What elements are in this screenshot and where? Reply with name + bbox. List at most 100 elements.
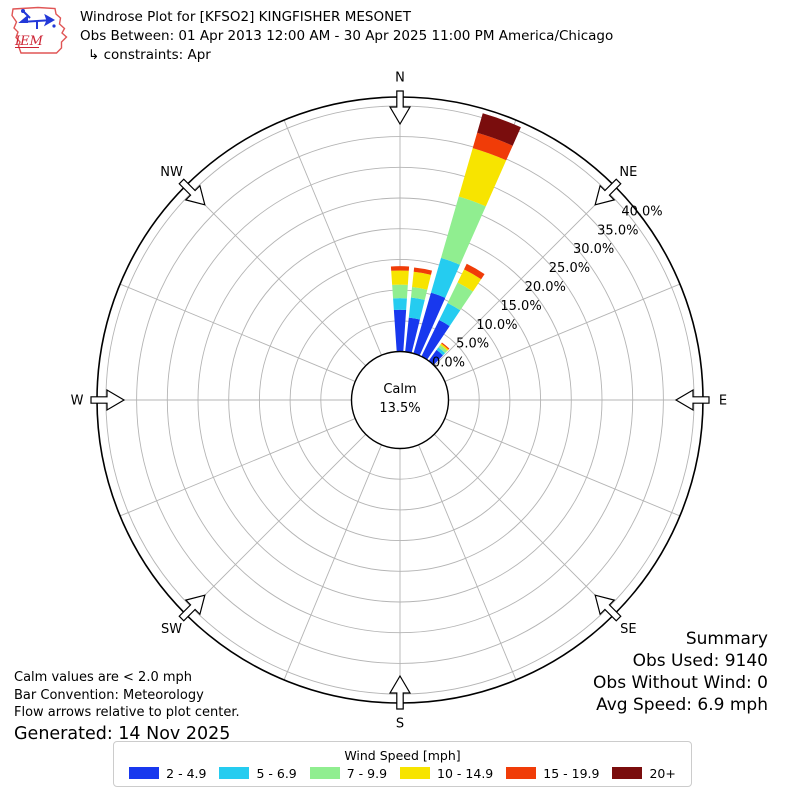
flow-arrow-nw xyxy=(178,178,206,206)
note-arrows: Flow arrows relative to plot center. xyxy=(14,705,240,720)
flow-arrow-e xyxy=(674,388,710,412)
legend-swatch xyxy=(506,767,537,779)
summary-obs-without-wind: Obs Without Wind: 0 xyxy=(593,673,768,693)
windrose-bar-segment xyxy=(441,342,450,350)
legend: Wind Speed [mph] 2 - 4.9 5 - 6.9 7 - 9.9 10… xyxy=(113,741,692,787)
radial-tick-label: 35.0% xyxy=(597,223,638,238)
windrose-bar-segment xyxy=(410,287,428,300)
summary-title: Summary xyxy=(685,629,768,649)
compass-label-s: S xyxy=(396,717,404,732)
calm-value: 13.5% xyxy=(379,401,420,416)
summary-obs-used: Obs Used: 9140 xyxy=(632,651,768,671)
compass-label-se: SE xyxy=(620,622,636,637)
note-calm: Calm values are < 2.0 mph xyxy=(14,670,193,685)
windrose-bar-segment xyxy=(477,113,521,146)
legend-item-label: 15 - 19.9 xyxy=(543,765,600,781)
grid-spoke xyxy=(119,283,356,382)
windrose-bar-segment xyxy=(457,269,482,292)
constraints: ↳ constraints: Apr xyxy=(88,47,211,63)
compass-label-sw: SW xyxy=(161,622,182,637)
generated-date: Generated: 14 Nov 2025 xyxy=(14,723,231,744)
windrose-bar-segment xyxy=(472,132,513,161)
windrose-bar-segment xyxy=(464,263,485,280)
compass-label-n: N xyxy=(395,71,405,86)
flow-arrow-n xyxy=(388,90,412,126)
calm-circle xyxy=(350,350,450,450)
windrose-bar-segment xyxy=(458,148,507,207)
windrose-bar-segment xyxy=(393,298,407,310)
compass-label-ne: NE xyxy=(619,165,637,180)
legend-item-label: 7 - 9.9 xyxy=(346,765,388,781)
iem-logo: IEM xyxy=(11,6,68,54)
obs-range: Obs Between: 01 Apr 2013 12:00 AM - 30 A… xyxy=(80,28,614,44)
radial-tick-label: 10.0% xyxy=(476,318,517,333)
flow-arrow-s xyxy=(388,674,412,710)
windrose-bar-segment xyxy=(405,317,420,353)
weather-vane-icon xyxy=(18,9,56,29)
legend-item-label: 5 - 6.9 xyxy=(256,765,297,781)
radial-tick-label: 30.0% xyxy=(573,242,614,257)
grid-spoke xyxy=(185,185,367,367)
windrose-bar-segment xyxy=(413,292,446,356)
flow-arrow-w xyxy=(90,388,126,412)
legend-item: 5 - 6.9 xyxy=(219,765,297,781)
note-convention: Bar Convention: Meteorology xyxy=(14,687,204,703)
grid-spoke xyxy=(418,444,517,681)
flow-arrow-sw xyxy=(178,594,206,622)
windrose-bar-segment xyxy=(421,320,450,360)
legend-item: 20+ xyxy=(612,765,676,781)
windrose-bar-segment xyxy=(439,302,461,327)
legend-swatch xyxy=(612,767,643,779)
grid-spoke xyxy=(119,418,356,517)
legend-item-label: 2 - 4.9 xyxy=(166,765,207,781)
legend-items: 2 - 4.9 5 - 6.9 7 - 9.9 10 - 14.9 15 - 19.9 2… xyxy=(129,766,676,781)
windrose-bar-segment xyxy=(440,343,449,351)
grid-spoke xyxy=(185,433,367,615)
legend-item: 10 - 14.9 xyxy=(400,766,493,781)
flow-arrow-se xyxy=(594,594,622,622)
radial-tick-label: 0.0% xyxy=(432,356,465,371)
windrose-bar-segment xyxy=(413,267,433,275)
windrose-bar-segment xyxy=(430,257,460,298)
compass-label-e: E xyxy=(719,394,727,409)
summary-avg-speed: Avg Speed: 6.9 mph xyxy=(596,695,768,715)
legend-item: 7 - 9.9 xyxy=(309,765,388,781)
grid-spoke xyxy=(444,418,681,517)
radial-tick-label: 25.0% xyxy=(549,261,590,276)
windrose-bar-segment xyxy=(447,282,473,311)
windrose-bar-segment xyxy=(391,270,409,285)
legend-item: 2 - 4.9 xyxy=(129,766,206,781)
grid-spoke xyxy=(283,444,382,681)
windrose-bar-segment xyxy=(390,266,410,271)
radial-tick-label: 15.0% xyxy=(500,299,541,314)
footnotes: Calm values are < 2.0 mph Bar Convention… xyxy=(14,669,240,745)
windrose-bar-segment xyxy=(408,297,425,320)
legend-swatch xyxy=(219,767,250,779)
header: Windrose Plot for [KFSO2] KINGFISHER MES… xyxy=(80,8,613,65)
compass-label-nw: NW xyxy=(160,165,183,180)
grid-spoke xyxy=(283,119,382,356)
windrose-bar-segment xyxy=(412,271,431,290)
legend-swatch xyxy=(400,767,431,779)
legend-item: 15 - 19.9 xyxy=(506,766,599,781)
windrose-bar-segment xyxy=(441,196,486,265)
compass-label-w: W xyxy=(71,394,84,409)
radial-tick-label: 20.0% xyxy=(525,280,566,295)
grid-spoke xyxy=(433,185,615,367)
legend-item-label: 20+ xyxy=(649,765,676,781)
legend-swatch xyxy=(129,767,160,779)
summary-block: Summary Obs Used: 9140 Obs Without Wind:… xyxy=(593,628,768,716)
radial-tick-label: 40.0% xyxy=(621,204,662,219)
legend-item-label: 10 - 14.9 xyxy=(437,765,494,781)
legend-swatch xyxy=(309,767,340,779)
legend-title: Wind Speed [mph] xyxy=(344,747,461,763)
page-title: Windrose Plot for [KFSO2] KINGFISHER MES… xyxy=(80,9,411,25)
grid-spoke xyxy=(433,433,615,615)
windrose-bar-segment xyxy=(392,284,408,299)
windrose-bar-segment xyxy=(393,309,407,352)
calm-label: Calm xyxy=(383,382,416,397)
windrose-bar-segment xyxy=(428,349,443,366)
flow-arrow-ne xyxy=(594,178,622,206)
